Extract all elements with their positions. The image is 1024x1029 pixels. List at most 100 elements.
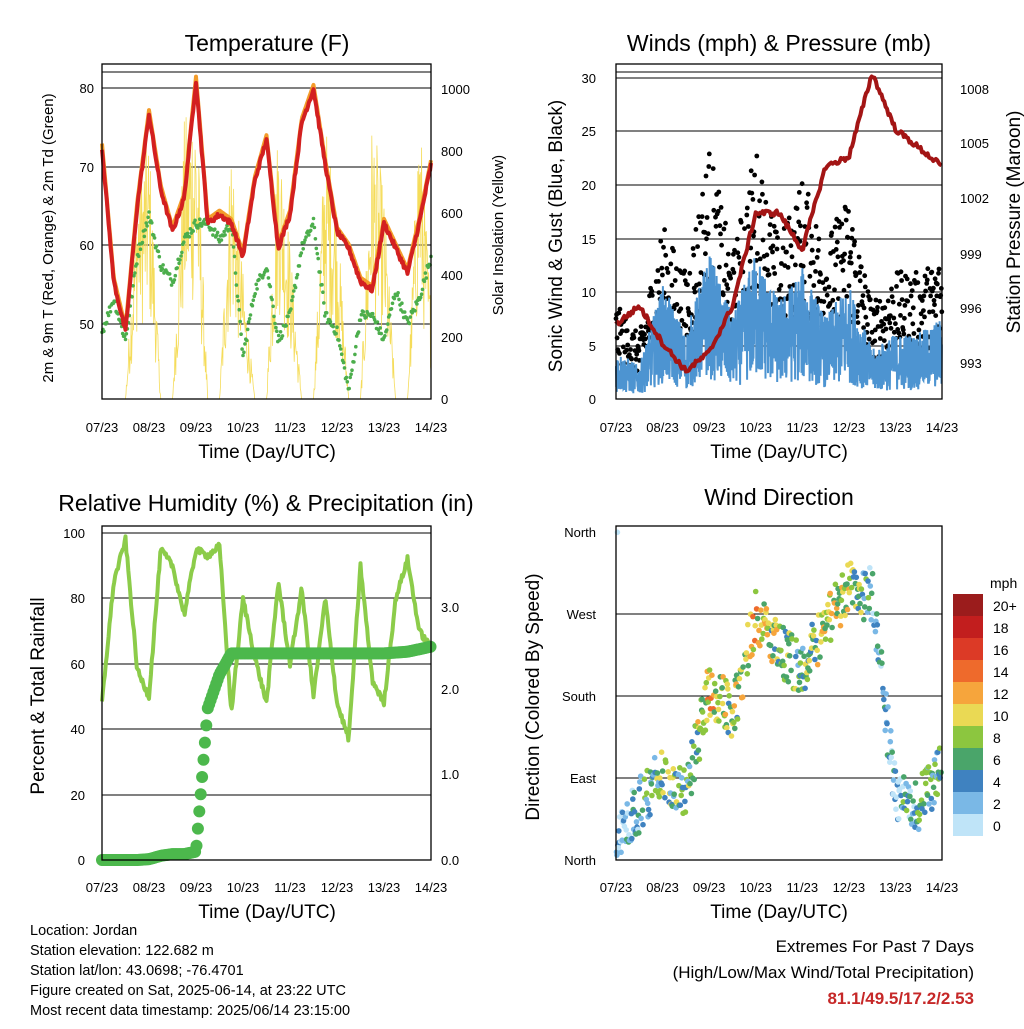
direction-point	[869, 570, 876, 577]
gust-point	[703, 173, 709, 179]
dewpoint-point	[211, 233, 215, 237]
direction-point	[750, 613, 756, 620]
dewpoint-point	[266, 276, 271, 280]
dewpoint-point	[245, 338, 249, 343]
gust-point	[656, 290, 662, 295]
direction-point	[649, 792, 655, 799]
latlon-text: Station lat/lon: 43.0698; -76.4701	[30, 963, 244, 979]
dewpoint-point	[243, 342, 247, 346]
direction-point	[804, 676, 811, 683]
direction-point	[838, 597, 845, 604]
direction-point	[637, 779, 643, 785]
dewpoint-point	[232, 254, 237, 259]
gust-point	[789, 254, 795, 260]
gust-point	[881, 321, 887, 327]
direction-panel: Wind Direction Direction (Colored By Spe…	[523, 484, 1017, 923]
direction-point	[662, 794, 668, 801]
dewpoint-point	[325, 320, 330, 325]
gust-point	[931, 298, 937, 303]
dewpoint-point	[191, 229, 195, 233]
direction-point	[651, 754, 658, 761]
direction-point	[615, 844, 622, 851]
gust-point	[870, 307, 876, 313]
dewpoint-point	[331, 324, 336, 329]
dewpoint-point	[223, 233, 227, 237]
gust-point	[624, 328, 630, 333]
direction-point	[616, 828, 622, 834]
direction-point	[885, 704, 891, 710]
direction-point	[916, 811, 923, 818]
dewpoint-point	[280, 334, 285, 338]
gust-point	[921, 308, 926, 313]
direction-point	[930, 784, 937, 791]
direction-point	[707, 712, 713, 718]
direction-point	[888, 728, 894, 734]
direction-point	[752, 622, 758, 629]
direction-point	[760, 630, 766, 637]
gust-point	[875, 305, 880, 310]
direction-point	[793, 637, 799, 643]
direction-point	[704, 717, 710, 724]
direction-point	[793, 653, 799, 660]
dewpoint-point	[268, 284, 273, 289]
direction-point	[888, 754, 894, 761]
dewpoint-point	[314, 246, 319, 251]
gust-point	[882, 305, 888, 311]
humidity-ytick-100: 100	[63, 526, 85, 541]
gust-point	[731, 270, 737, 275]
gust-point	[888, 325, 894, 331]
direction-point	[644, 800, 651, 807]
winds-xtick-0: 07/23	[600, 420, 633, 435]
extremes-box: Extremes For Past 7 Days (High/Low/Max W…	[673, 934, 974, 1012]
direction-point	[678, 792, 684, 799]
dewpoint-point	[250, 303, 255, 308]
direction-point	[745, 662, 752, 669]
dewpoint-point	[104, 320, 109, 325]
direction-point	[740, 664, 746, 670]
gust-point	[902, 315, 907, 321]
dewpoint-point	[378, 326, 383, 330]
gust-point	[656, 279, 661, 284]
direction-xtick-3: 10/23	[739, 880, 772, 895]
direction-point	[663, 759, 669, 766]
dewpoint-point	[274, 325, 278, 330]
legend-swatch	[953, 704, 983, 726]
winds-ylabel-right: Station Pressure (Maroon)	[1004, 111, 1024, 334]
direction-point	[812, 656, 818, 663]
dewpoint-point	[231, 245, 236, 249]
dewpoint-point	[372, 317, 377, 322]
humidity-y2tick-2: 2.0	[441, 682, 459, 697]
direction-point	[759, 636, 765, 642]
winds-ytick-0: 0	[589, 392, 596, 407]
direction-point	[837, 622, 844, 629]
dewpoint-point	[400, 301, 404, 306]
dewpoint-point	[180, 250, 184, 255]
gust-point	[896, 301, 902, 307]
gust-point	[936, 270, 941, 276]
gust-point	[636, 348, 642, 353]
gust-point	[844, 294, 850, 299]
gust-point	[718, 205, 724, 210]
gust-point	[663, 252, 669, 258]
gust-point	[827, 301, 833, 306]
direction-point	[786, 640, 792, 647]
gust-point	[749, 190, 755, 196]
gust-point	[671, 248, 676, 254]
legend-swatch	[953, 748, 983, 770]
precip-point	[193, 805, 206, 818]
gust-point	[620, 344, 626, 350]
temperature-frame	[101, 63, 432, 400]
gust-point	[905, 298, 911, 304]
dewpoint-point	[241, 353, 245, 358]
direction-point	[922, 780, 929, 787]
gust-point	[824, 276, 830, 282]
direction-point	[711, 709, 718, 715]
gust-point	[922, 273, 928, 279]
gust-point	[858, 264, 864, 270]
dewpoint-point	[297, 264, 302, 268]
direction-point	[904, 798, 911, 805]
direction-point	[624, 801, 630, 807]
direction-point	[838, 613, 844, 619]
direction-point	[717, 693, 723, 700]
direction-point	[817, 654, 823, 660]
